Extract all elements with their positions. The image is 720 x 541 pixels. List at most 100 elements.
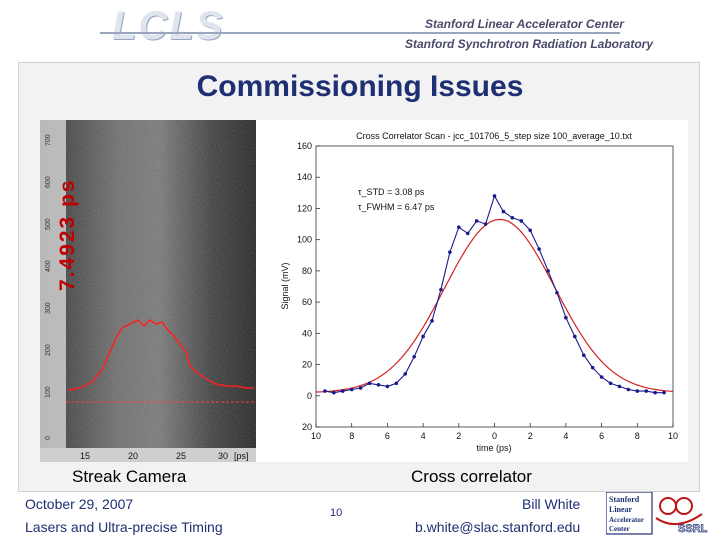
data-point bbox=[483, 222, 488, 226]
streak-camera-image: 15 20 25 30 [ps] 700 600 500 400 300 200… bbox=[40, 120, 256, 462]
data-point bbox=[349, 387, 354, 392]
x-tick-label: 4 bbox=[563, 431, 568, 441]
streak-x-tick-label: 30 bbox=[218, 451, 228, 461]
data-point bbox=[573, 334, 577, 339]
slac-ssrl-logo-svg: Stanford Linear Accelerator Center SSRL bbox=[605, 491, 708, 535]
data-point bbox=[528, 228, 532, 233]
footer-session: Lasers and Ultra-precise Timing bbox=[25, 519, 223, 535]
data-point bbox=[323, 389, 327, 393]
institution-line-1: Stanford Linear Accelerator Center bbox=[425, 17, 624, 31]
y-tick-label: 40 bbox=[302, 328, 312, 338]
ring-icon bbox=[675, 497, 693, 515]
data-point bbox=[358, 386, 363, 390]
ring-icon bbox=[659, 497, 677, 515]
x-tick-label: 2 bbox=[528, 431, 533, 441]
logo-text: Stanford bbox=[609, 495, 640, 504]
data-point bbox=[439, 287, 443, 292]
plot-area bbox=[315, 145, 674, 428]
x-tick-label: 10 bbox=[668, 431, 678, 441]
data-point bbox=[510, 216, 515, 220]
data-point bbox=[474, 219, 479, 223]
streak-y-tick-label: 700 bbox=[45, 134, 52, 146]
y-tick-label: 60 bbox=[302, 297, 312, 307]
y-tick-label: 160 bbox=[297, 141, 312, 151]
data-point bbox=[501, 209, 506, 214]
page-number: 10 bbox=[330, 507, 343, 519]
data-point bbox=[626, 387, 631, 392]
fit-layer bbox=[315, 218, 674, 393]
data-point bbox=[537, 247, 541, 251]
data-point bbox=[448, 250, 452, 254]
streak-profile-curve bbox=[67, 319, 254, 391]
lcls-logo: LCLS bbox=[112, 4, 225, 48]
slide-title: Commissioning Issues bbox=[196, 70, 524, 103]
streak-y-tick-label: 600 bbox=[45, 176, 52, 188]
data-point bbox=[635, 389, 640, 393]
footer-author: Bill White bbox=[522, 496, 581, 512]
streak-axis-unit: [ps] bbox=[234, 451, 249, 461]
x-tick-label: 8 bbox=[635, 431, 640, 441]
data-layer bbox=[323, 194, 666, 395]
streak-noise bbox=[40, 120, 256, 462]
streak-camera-canvas: 15 20 25 30 [ps] 700 600 500 400 300 200… bbox=[40, 120, 256, 462]
streak-y-tick-label: 0 bbox=[45, 436, 52, 440]
streak-y-scale bbox=[40, 120, 66, 462]
data-point bbox=[590, 365, 595, 370]
streak-x-tick-label: 15 bbox=[80, 451, 90, 461]
header-divider bbox=[100, 32, 620, 34]
x-tick-label: 4 bbox=[421, 431, 426, 441]
streak-y-tick-label: 400 bbox=[45, 260, 52, 272]
x-tick-label: 6 bbox=[599, 431, 604, 441]
y-tick-label: 20 bbox=[302, 360, 312, 370]
logo-text: Linear bbox=[609, 505, 633, 514]
x-tick-label: 10 bbox=[311, 431, 321, 441]
data-point bbox=[332, 390, 336, 395]
data-point bbox=[403, 372, 408, 376]
y-tick-label: 0 bbox=[307, 391, 312, 401]
logo-text: Center bbox=[609, 525, 630, 533]
slide-header: LCLS Stanford Linear Accelerator Center … bbox=[0, 0, 720, 62]
data-point bbox=[465, 231, 470, 236]
streak-y-tick-label: 100 bbox=[45, 386, 52, 398]
footer-email: b.white@slac.stanford.edu bbox=[415, 519, 581, 535]
data-point bbox=[564, 315, 568, 320]
logo-box bbox=[605, 491, 653, 535]
y-tick-label: 20 bbox=[302, 422, 312, 432]
data-point bbox=[492, 194, 497, 198]
data-point bbox=[599, 375, 604, 379]
data-point bbox=[385, 384, 390, 389]
fit-curve bbox=[315, 218, 674, 393]
y-axis-label: Signal (mV) bbox=[280, 262, 290, 309]
data-point bbox=[653, 390, 657, 395]
cross-correlator-chart: Cross Correlator Scan - jcc_101706_5_ste… bbox=[256, 120, 688, 462]
x-tick-label: 6 bbox=[385, 431, 390, 441]
x-axis: 10 8 6 4 2 0 2 4 6 8 10 bbox=[311, 423, 678, 441]
y-tick-label: 120 bbox=[297, 203, 312, 213]
streak-y-tick-label: 200 bbox=[45, 344, 52, 356]
streak-x-scale bbox=[40, 448, 256, 462]
data-point bbox=[555, 290, 559, 295]
streak-y-tick-label: 500 bbox=[45, 218, 52, 230]
streak-y-tick-label: 300 bbox=[45, 302, 52, 314]
std-annotation: τ_STD = 3.08 ps bbox=[358, 187, 425, 197]
footer-date: October 29, 2007 bbox=[25, 496, 134, 512]
streak-x-tick-label: 20 bbox=[128, 451, 138, 461]
ssrl-text: SSRL bbox=[678, 523, 708, 535]
x-tick-label: 0 bbox=[492, 431, 497, 441]
y-tick-label: 80 bbox=[302, 266, 312, 276]
institution-line-2: Stanford Synchrotron Radiation Laborator… bbox=[405, 37, 654, 51]
data-point bbox=[376, 383, 381, 387]
data-point bbox=[394, 381, 399, 386]
streak-camera-caption: Streak Camera bbox=[72, 467, 187, 486]
streak-x-tick-label: 25 bbox=[176, 451, 186, 461]
x-tick-label: 8 bbox=[349, 431, 354, 441]
y-tick-label: 100 bbox=[297, 235, 312, 245]
data-point bbox=[412, 354, 416, 359]
data-point bbox=[608, 381, 613, 386]
chart-title: Cross Correlator Scan - jcc_101706_5_ste… bbox=[356, 131, 632, 141]
streak-duration-label: 7.4923 ps bbox=[56, 178, 79, 291]
y-axis: 20 0 20 40 60 80 100 120 140 160 bbox=[297, 141, 320, 432]
logo-text: Accelerator bbox=[609, 516, 644, 524]
slac-ssrl-logo: Stanford Linear Accelerator Center SSRL bbox=[605, 491, 714, 536]
x-tick-label: 2 bbox=[456, 431, 461, 441]
